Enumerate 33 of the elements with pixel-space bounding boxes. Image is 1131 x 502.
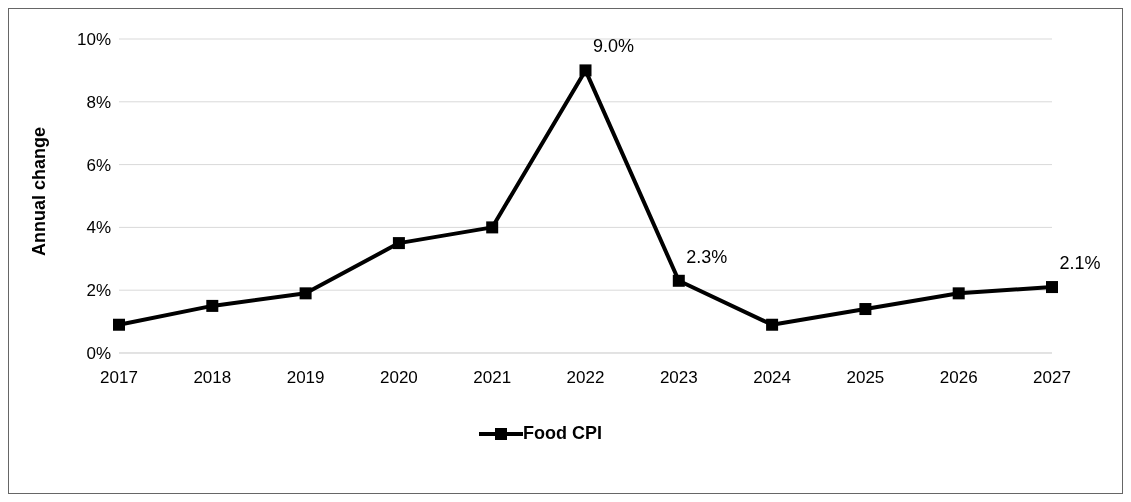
x-tick-label: 2024	[753, 368, 792, 388]
legend-label: Food CPI	[523, 423, 602, 444]
y-tick-label: 4%	[86, 218, 111, 238]
x-tick-label: 2025	[846, 368, 885, 388]
data-label: 2.1%	[1059, 253, 1101, 274]
x-tick-label: 2019	[286, 368, 325, 388]
x-tick-label: 2022	[566, 368, 605, 388]
x-tick-label: 2026	[939, 368, 978, 388]
point	[952, 287, 965, 300]
point	[299, 287, 312, 300]
point	[392, 237, 405, 250]
y-tick-label: 2%	[86, 281, 111, 301]
x-tick-label: 2021	[473, 368, 512, 388]
y-axis-title: Annual change	[29, 126, 50, 256]
y-tick-label: 6%	[86, 155, 111, 175]
data-label: 9.0%	[592, 36, 635, 57]
point	[206, 299, 219, 312]
point	[486, 221, 499, 234]
y-tick-label: 0%	[86, 344, 111, 364]
x-tick-label: 2020	[379, 368, 418, 388]
data-label: 2.3%	[686, 246, 728, 267]
x-tick-label: 2023	[659, 368, 698, 388]
x-tick-label: 2027	[1033, 368, 1071, 388]
point	[579, 64, 592, 77]
x-tick-label: 2017	[100, 368, 138, 388]
point	[766, 318, 779, 331]
point	[113, 318, 125, 331]
x-tick-label: 2018	[193, 368, 232, 388]
point	[1046, 281, 1058, 294]
point	[859, 303, 872, 316]
y-tick-label: 8%	[86, 92, 111, 112]
point	[672, 274, 685, 287]
y-tick-label: 10%	[76, 30, 111, 50]
